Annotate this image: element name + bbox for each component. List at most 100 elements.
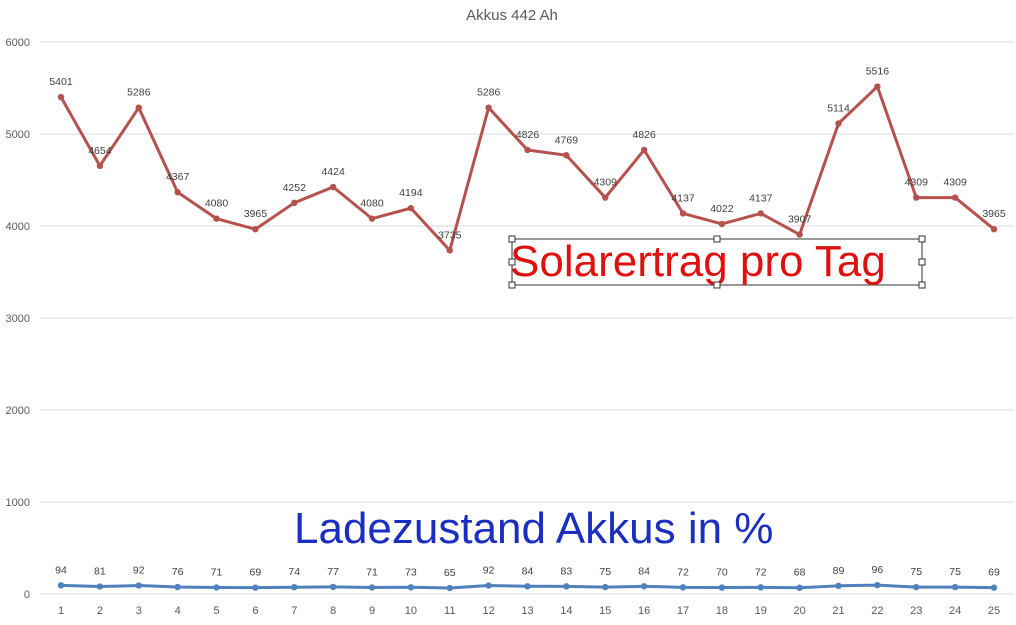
resize-handle[interactable] [508, 258, 516, 266]
x-tick-label: 11 [444, 605, 455, 617]
annotation-solarertrag-text[interactable]: Solarertrag pro Tag [510, 237, 886, 286]
x-tick-label: 22 [871, 605, 883, 617]
data-label: 4309 [943, 177, 967, 189]
resize-handle[interactable] [713, 281, 721, 289]
x-tick-label: 10 [405, 605, 417, 617]
data-point [329, 183, 337, 191]
data-label: 83 [561, 565, 573, 577]
data-label: 4194 [399, 187, 423, 199]
data-label: 73 [405, 566, 417, 578]
data-label: 3965 [244, 208, 268, 220]
resize-handle[interactable] [508, 235, 516, 243]
data-label: 5114 [827, 103, 850, 115]
data-point [524, 146, 531, 154]
y-tick-label: 1000 [6, 497, 30, 509]
data-label: 77 [327, 566, 339, 578]
annotation-ladezustand-text[interactable]: Ladezustand Akkus in % [294, 504, 773, 553]
resize-handle[interactable] [508, 281, 516, 289]
data-label: 5286 [477, 87, 501, 99]
x-tick-label: 9 [369, 605, 375, 617]
data-point [757, 210, 764, 217]
data-point [485, 582, 492, 589]
data-point [640, 583, 648, 590]
resize-handle[interactable] [918, 281, 926, 289]
x-tick-label: 15 [599, 605, 611, 617]
y-tick-label: 6000 [6, 37, 30, 49]
annotation-solarertrag[interactable]: Solarertrag pro Tag [508, 235, 926, 289]
resize-handle[interactable] [918, 235, 926, 243]
data-point [796, 231, 803, 238]
data-point [990, 584, 998, 591]
data-point [913, 194, 920, 201]
data-point [368, 215, 376, 222]
x-tick-label: 24 [949, 605, 961, 617]
data-label: 4137 [749, 192, 773, 204]
data-point [835, 120, 842, 127]
data-label: 4826 [632, 129, 656, 141]
y-tick-label: 0 [24, 589, 30, 601]
data-point [213, 215, 220, 222]
data-label: 71 [211, 566, 223, 578]
data-label: 75 [949, 566, 961, 578]
data-label: 4654 [88, 145, 112, 157]
y-axis-ticks: 0 1000 2000 3000 4000 5000 6000 [6, 37, 30, 601]
data-label: 4252 [283, 182, 307, 194]
x-tick-label: 12 [483, 605, 495, 617]
data-point [291, 583, 298, 591]
data-point [135, 582, 142, 589]
x-tick-label: 14 [560, 605, 572, 617]
data-point [835, 582, 842, 590]
y-tick-label: 3000 [6, 313, 30, 325]
data-point [135, 104, 142, 111]
data-point [951, 194, 959, 201]
x-tick-label: 23 [910, 605, 922, 617]
data-labels: 5401 4654 5286 4367 4080 3965 4252 4424 4080 4194… [49, 66, 1006, 579]
y-tick-label: 2000 [6, 405, 30, 417]
x-tick-label: 21 [832, 605, 844, 617]
data-point [252, 584, 259, 591]
data-point [602, 194, 609, 201]
data-label: 70 [716, 567, 728, 579]
chart-title: Akkus 442 Ah [466, 7, 558, 24]
data-label: 4137 [671, 192, 695, 204]
data-label: 5516 [866, 66, 890, 78]
x-tick-label: 13 [521, 605, 533, 617]
data-point [990, 226, 998, 233]
data-point [213, 584, 220, 591]
data-point [407, 204, 415, 212]
data-label: 75 [910, 566, 922, 578]
data-point [913, 583, 920, 591]
data-label: 3907 [788, 214, 812, 226]
data-point [874, 83, 881, 90]
data-point [368, 584, 376, 591]
data-point [96, 162, 104, 170]
data-point [57, 93, 65, 101]
data-label: 4424 [321, 166, 345, 178]
x-axis-ticks: 1 2 3 4 5 6 7 8 9 10 11 12 13 14 15 16 17 18 19 20 21 22 23 24 2… [58, 605, 1000, 617]
data-label: 69 [250, 567, 262, 579]
data-point [563, 583, 570, 590]
x-tick-label: 4 [175, 605, 181, 617]
x-tick-label: 2 [97, 605, 103, 617]
data-label: 4080 [360, 198, 384, 210]
data-label: 4022 [710, 203, 734, 215]
data-point [291, 199, 298, 207]
resize-handle[interactable] [918, 258, 926, 266]
data-point [757, 584, 764, 591]
data-label: 72 [677, 566, 689, 578]
data-label: 69 [988, 567, 1000, 579]
y-tick-label: 5000 [6, 129, 30, 141]
data-point [57, 582, 65, 589]
data-label: 4309 [905, 177, 929, 189]
data-label: 4309 [594, 177, 618, 189]
series-layer [57, 83, 998, 592]
data-point [718, 584, 726, 591]
data-label: 75 [599, 566, 611, 578]
resize-handle[interactable] [713, 235, 721, 243]
data-label: 89 [833, 565, 845, 577]
data-point [563, 152, 570, 159]
x-tick-label: 5 [213, 605, 219, 617]
data-label: 81 [94, 566, 106, 578]
data-label: 84 [522, 565, 534, 577]
x-tick-label: 3 [136, 605, 142, 617]
